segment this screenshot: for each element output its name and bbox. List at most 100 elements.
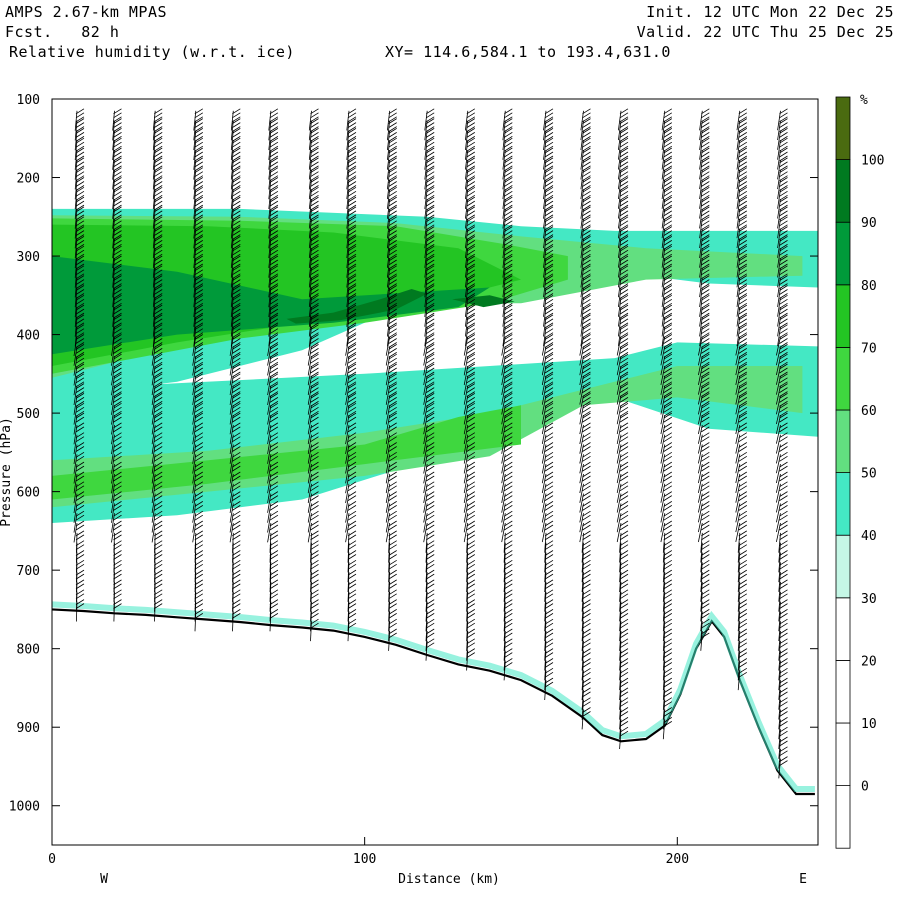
wind-barb-flag [75,505,85,511]
wind-barb-flag [738,579,748,586]
wind-barb-flag [504,236,513,242]
wind-barb-flag [347,161,357,168]
wind-barb-flag [113,151,122,158]
wind-barb-flag [310,422,319,429]
wind-barb [112,297,115,318]
wind-barb-flag [194,132,204,138]
wind-barb-flag [544,569,554,576]
wind-barb [151,493,156,513]
wind-barb-flag [582,367,591,374]
wind-barb-flag [701,491,710,497]
wind-barb-flag [75,481,85,488]
wind-barb [778,572,781,592]
wind-barb-flag [388,510,397,517]
wind-barb-flag [194,426,204,433]
terrain-mask [52,609,818,845]
wind-barb-flag [425,485,435,492]
wind-barb-flag [232,181,241,187]
wind-barb-flag [113,554,122,560]
wind-barb [465,228,469,249]
wind-barb [267,464,272,484]
wind-barb-flag [466,259,476,266]
wind-barb-flag [194,569,204,576]
wind-barb [192,346,197,366]
wind-barb-flag [504,304,513,311]
wind-barb-flag [113,520,122,527]
wind-barb-flag [232,534,241,541]
wind-barb [229,356,234,376]
wind-barb-flag [738,373,748,380]
wind-barb-flag [310,181,319,187]
wind-barb [111,522,115,543]
wind-barb-flag [738,196,748,203]
wind-barb-flag [310,304,319,311]
wind-barb-flag [232,599,241,605]
wind-barb-flag [388,200,397,207]
wind-barb-flag [425,613,435,619]
wind-barb-flag [232,328,241,335]
wind-barb-flag [582,701,591,708]
wind-barb-flag [619,573,629,580]
wind-barb-flag [388,171,397,178]
wind-barb-flag [232,275,241,281]
wind-barb [230,218,234,239]
wind-barb [699,169,703,190]
colorbar-label: 30 [861,592,877,607]
wind-barb-flag [310,436,319,443]
wind-barb-flag [425,599,435,605]
wind-barb [193,316,197,337]
wind-barb-flag [779,514,788,521]
wind-barb-flag [466,161,476,168]
wind-barb-flag [425,147,435,154]
wind-barb-flag [194,255,204,262]
wind-barb [387,140,391,160]
wind-barb-flag [544,510,554,517]
wind-barb-flag [153,344,163,350]
wind-barb [308,248,312,268]
wind-barb-flag [544,353,554,360]
wind-barb-flag [269,501,279,507]
wind-barb-flag [504,338,513,344]
wind-barb-flag [153,255,163,262]
wind-barb-flag [425,603,435,609]
wind-barb [736,316,741,337]
wind-barb-flag [504,249,513,256]
wind-barb [662,719,666,740]
wind-barb-flag [663,402,673,409]
wind-barb-flag [75,363,85,370]
wind-barb-flag [582,436,591,443]
wind-barb-flag [738,363,748,370]
wind-barb-flag [619,451,629,458]
wind-barb-flag [194,259,204,266]
wind-barb-flag [269,230,279,236]
wind-barb [151,346,156,366]
wind-barb-flag [269,255,279,262]
wind-barb-flag [388,593,397,600]
wind-barb-flag [425,377,435,384]
wind-barb-flag [619,530,629,537]
wind-barb [310,621,312,642]
wind-barb-flag [425,520,435,527]
wind-barb-flag [701,534,710,541]
wind-barb-flag [194,167,204,174]
wind-barb-flag [779,226,788,232]
wind-barb-flag [466,177,476,183]
wind-barb-flag [701,328,710,335]
wind-barb-flag [779,609,788,615]
wind-barb-flag [544,344,554,350]
wind-barb [111,444,115,464]
wind-barb [192,444,197,464]
wind-barb [229,454,234,474]
wind-barb [618,110,622,131]
wind-barb-flag [310,393,319,399]
wind-barb-flag [153,387,163,393]
wind-barb [152,238,156,259]
wind-barb [308,297,312,318]
wind-barb [112,238,115,259]
wind-barb-flag [347,308,357,315]
wind-barb-flag [425,348,435,354]
wind-barb-flag [663,190,673,197]
wind-barb-flag [425,589,435,596]
wind-barb-flag [388,344,397,350]
wind-barb-flag [194,206,204,213]
